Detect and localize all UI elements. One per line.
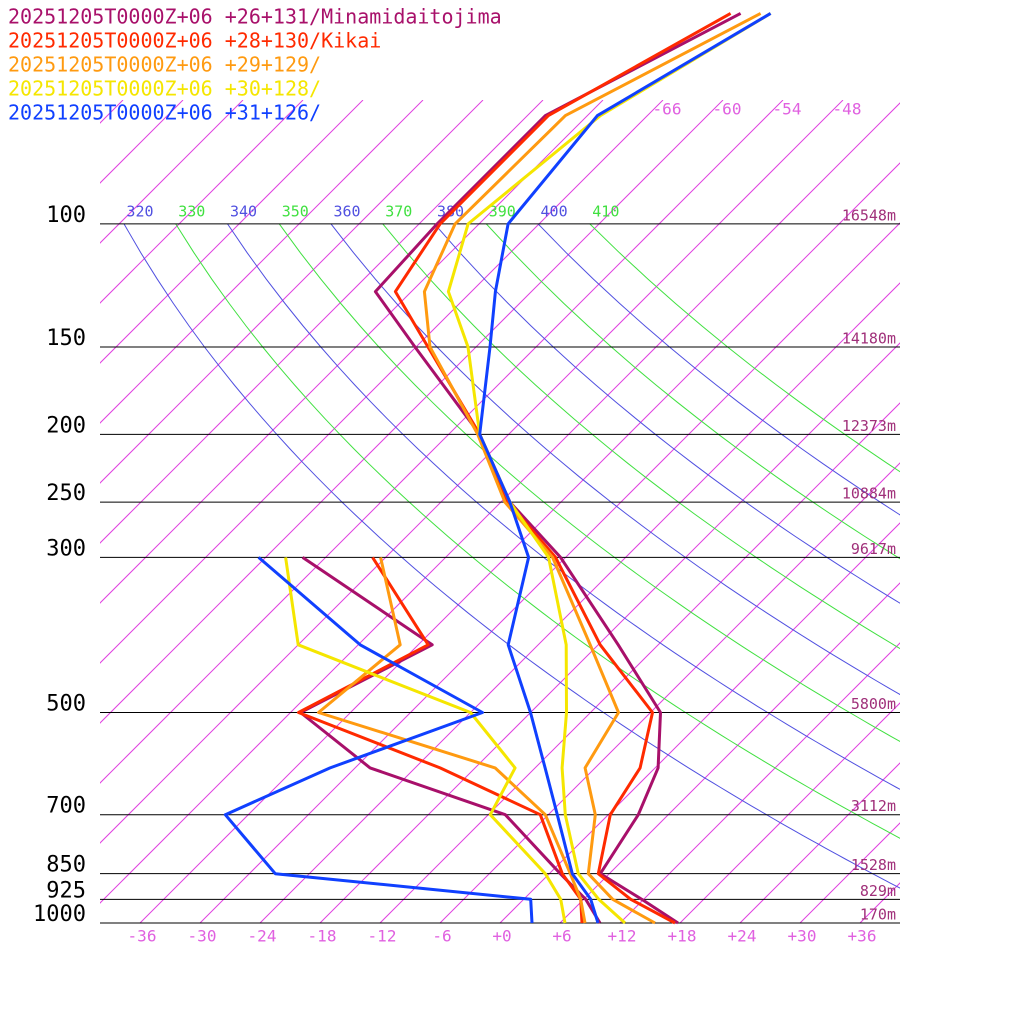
height-label: 5800m: [851, 695, 896, 713]
y-tick-label: 200: [46, 413, 86, 438]
height-label: 16548m: [842, 206, 896, 224]
y-tick-label: 300: [46, 536, 86, 561]
isotherm: [379, 402, 900, 923]
isotherm: [100, 100, 304, 304]
x-tick-label: +36: [848, 927, 877, 946]
adiabat: [175, 224, 900, 839]
y-tick-label: 250: [46, 481, 86, 506]
legend-entry: 20251205T0000Z+06 +28+130/Kikai: [8, 29, 381, 53]
x-tick-label: +0: [492, 927, 511, 946]
height-label: 170m: [860, 906, 896, 924]
adiabat: [278, 224, 900, 743]
adiabat-label: 410: [592, 202, 619, 220]
dewpoint-line: [284, 557, 567, 924]
height-label: 10884m: [842, 485, 896, 503]
height-label: 829m: [860, 882, 896, 900]
adiabat-label: 340: [230, 202, 257, 220]
dewpoint-line: [299, 556, 602, 924]
isotherm: [439, 462, 900, 923]
height-label: 14180m: [842, 329, 896, 347]
isotherm: [559, 582, 900, 923]
x-tick-label: +24: [728, 927, 757, 946]
isotherm: [259, 282, 900, 923]
height-label: 9617m: [851, 540, 896, 558]
y-tick-label: 100: [46, 203, 86, 228]
legend-entry: 20251205T0000Z+06 +26+131/Minamidaitojim…: [8, 5, 502, 29]
legend-entry: 20251205T0000Z+06 +30+128/: [8, 77, 321, 101]
x-tick-label: +30: [788, 927, 817, 946]
height-label: 12373m: [842, 417, 896, 435]
isotherm: [679, 702, 900, 923]
background-lines: [100, 100, 900, 923]
temperature-line: [446, 12, 772, 925]
x-tick-label: -6: [432, 927, 451, 946]
adiabat-label: 400: [541, 202, 568, 220]
isotherm: [199, 222, 900, 923]
adiabat: [227, 224, 900, 790]
isotherm: [739, 762, 900, 923]
isotherm: [319, 342, 900, 923]
isotherm: [100, 100, 244, 244]
x-tick-label: -12: [368, 927, 397, 946]
adiabat: [330, 224, 900, 696]
isotherm: [100, 100, 844, 844]
y-tick-label: 1000: [33, 902, 86, 927]
y-tick-label: 150: [46, 326, 86, 351]
isotherm-label: -48: [833, 100, 862, 119]
isotherm: [100, 100, 604, 604]
x-tick-label: -30: [188, 927, 217, 946]
adiabat-label: 390: [489, 202, 516, 220]
y-tick-label: 700: [46, 794, 86, 819]
isotherm: [100, 100, 484, 484]
y-tick-label: 500: [46, 692, 86, 717]
y-tick-label: 850: [46, 853, 86, 878]
x-tick-label: -18: [308, 927, 337, 946]
isotherm: [499, 522, 900, 923]
temperature-line: [393, 12, 732, 925]
isotherm: [100, 102, 900, 904]
dewpoint-line: [317, 557, 587, 924]
x-tick-label: +12: [608, 927, 637, 946]
adiabat-label: 360: [333, 202, 360, 220]
legend-entry: 20251205T0000Z+06 +29+129/: [8, 53, 321, 77]
height-label: 1528m: [851, 856, 896, 874]
isotherm: [100, 100, 724, 724]
height-label: 3112m: [851, 797, 896, 815]
x-tick-label: -36: [128, 927, 157, 946]
isotherm: [100, 100, 364, 364]
adiabat-label: 370: [385, 202, 412, 220]
isotherm-label: -60: [713, 100, 742, 119]
adiabat: [382, 224, 900, 650]
isotherm: [619, 642, 900, 923]
x-tick-label: +6: [552, 927, 571, 946]
adiabat-label: 330: [178, 202, 205, 220]
adiabat-label: 350: [282, 202, 309, 220]
isotherm: [100, 100, 544, 544]
y-tick-label: 925: [46, 878, 86, 903]
legend-entry: 20251205T0000Z+06 +31+126/: [8, 101, 321, 125]
adiabat: [589, 224, 900, 473]
x-tick-label: +18: [668, 927, 697, 946]
temperature-line: [422, 12, 762, 925]
isotherm: [100, 100, 424, 424]
isotherm: [139, 162, 900, 923]
isotherm-label: -54: [773, 100, 802, 119]
temperature-line: [373, 12, 742, 925]
adiabat-label: 320: [126, 202, 153, 220]
temperature-line: [478, 12, 772, 924]
isotherm-label: -66: [653, 100, 682, 119]
dewpoint-line: [223, 556, 534, 924]
isotherm: [100, 100, 784, 784]
x-tick-label: -24: [248, 927, 277, 946]
isotherm: [100, 100, 664, 664]
